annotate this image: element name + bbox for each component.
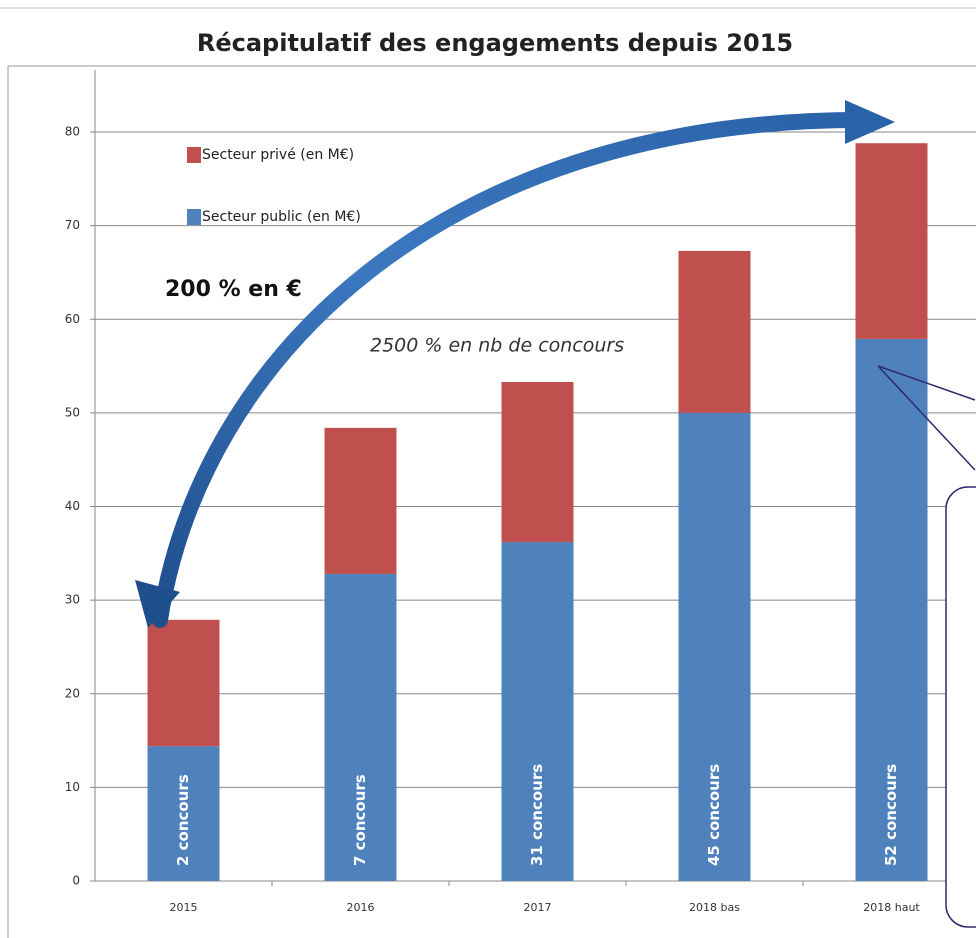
y-tick-label: 70 — [65, 218, 80, 232]
y-tick-label: 0 — [72, 874, 80, 888]
bar-label: 2 concours — [174, 774, 192, 866]
y-tick-label: 10 — [65, 780, 80, 794]
bar-segment — [148, 620, 220, 746]
bar-segment — [502, 382, 574, 542]
callout-box — [946, 487, 976, 927]
chart-title: Récapitulatif des engagements depuis 201… — [197, 29, 793, 57]
x-tick-label: 2015 — [170, 901, 198, 914]
bar-label: 7 concours — [351, 774, 369, 866]
legend-swatch — [187, 147, 201, 163]
bar-label: 52 concours — [882, 764, 900, 866]
y-tick-label: 80 — [65, 125, 80, 139]
arrow-head — [845, 100, 895, 144]
y-tick-label: 60 — [65, 312, 80, 326]
x-tick-label: 2018 bas — [689, 901, 740, 914]
bar-label: 45 concours — [705, 764, 723, 866]
chart: Récapitulatif des engagements depuis 201… — [0, 0, 976, 938]
annotation: 200 % en € — [165, 277, 302, 302]
bar-segment — [679, 251, 751, 413]
y-tick-label: 20 — [65, 686, 80, 700]
y-tick-label: 50 — [65, 405, 80, 419]
x-tick-label: 2017 — [524, 901, 552, 914]
x-tick-label: 2016 — [347, 901, 375, 914]
x-tick-label: 2018 haut — [863, 901, 920, 914]
y-tick-label: 30 — [65, 593, 80, 607]
bar-label: 31 concours — [528, 764, 546, 866]
bar-segment — [856, 143, 928, 339]
legend-swatch — [187, 209, 201, 225]
legend-label: Secteur privé (en M€) — [202, 147, 354, 163]
legend-label: Secteur public (en M€) — [202, 209, 361, 225]
annotation: 2500 % en nb de concours — [370, 335, 624, 357]
y-tick-label: 40 — [65, 499, 80, 513]
bar-segment — [325, 428, 397, 574]
